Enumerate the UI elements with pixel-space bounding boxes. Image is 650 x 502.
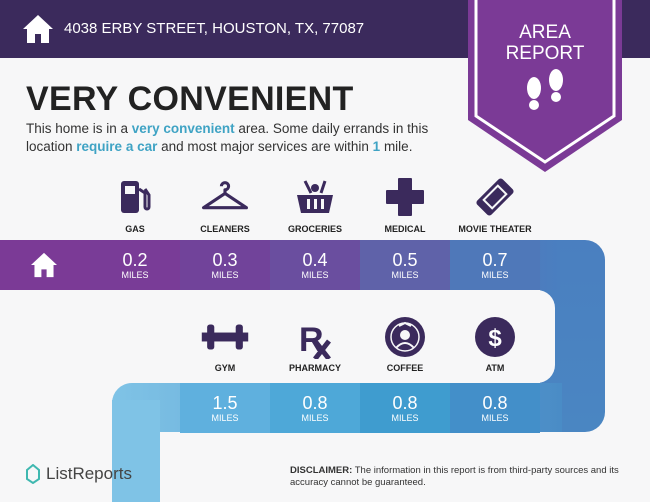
distance-value: 0.2 bbox=[122, 250, 148, 270]
grocery-basket-icon bbox=[290, 175, 340, 219]
category-label: GYM bbox=[214, 363, 236, 373]
footprints-icon bbox=[527, 69, 563, 110]
category-label: MOVIE THEATER bbox=[458, 224, 532, 234]
distance-unit: MILES bbox=[301, 270, 329, 280]
distance-value: 0.4 bbox=[302, 250, 328, 270]
distance-value: 0.3 bbox=[212, 250, 238, 270]
distance-cell: 0.2 MILES bbox=[90, 240, 180, 290]
ticket-icon bbox=[470, 175, 520, 219]
area-report-badge bbox=[468, 0, 622, 172]
distance-unit: MILES bbox=[301, 413, 329, 423]
distance-cell: 0.8 MILES bbox=[360, 383, 450, 433]
distance-unit: MILES bbox=[211, 413, 239, 423]
dumbbell-icon bbox=[200, 315, 250, 359]
disclaimer: DISCLAIMER: The information in this repo… bbox=[290, 465, 619, 488]
distance-unit: MILES bbox=[211, 270, 239, 280]
category-label: GROCERIES bbox=[287, 224, 342, 234]
distance-cell: 0.8 MILES bbox=[450, 383, 540, 433]
badge-line2: REPORT bbox=[505, 43, 585, 64]
distance-value: 0.5 bbox=[392, 250, 418, 270]
distance-unit: MILES bbox=[481, 270, 509, 280]
listreports-logo: ListReports bbox=[24, 464, 132, 484]
gas-pump-icon bbox=[110, 175, 160, 219]
home-icon bbox=[31, 252, 57, 278]
distance-unit: MILES bbox=[391, 413, 419, 423]
category-label: ATM bbox=[485, 363, 505, 373]
distance-unit: MILES bbox=[481, 413, 509, 423]
category-label: PHARMACY bbox=[288, 363, 341, 373]
category-label: CLEANERS bbox=[200, 224, 250, 234]
home-icon bbox=[23, 15, 53, 43]
distance-cell: 0.5 MILES bbox=[360, 240, 450, 290]
distance-cell: 0.4 MILES bbox=[270, 240, 360, 290]
distance-value: 1.5 bbox=[212, 393, 238, 413]
distance-unit: MILES bbox=[121, 270, 149, 280]
badge-line1: AREA bbox=[519, 22, 571, 43]
svg-text:$: $ bbox=[488, 325, 502, 352]
description: This home is in a very convenient area. … bbox=[26, 121, 429, 154]
distance-cell: 0.8 MILES bbox=[270, 383, 360, 433]
distance-value: 0.8 bbox=[302, 393, 328, 413]
category-label: GAS bbox=[125, 224, 145, 234]
distance-cell: 0.7 MILES bbox=[450, 240, 540, 290]
category-label: COFFEE bbox=[386, 363, 424, 373]
distance-value: 0.8 bbox=[392, 393, 418, 413]
distance-value: 0.8 bbox=[482, 393, 508, 413]
listreports-logo-icon bbox=[26, 464, 40, 484]
coffee-logo-icon bbox=[380, 315, 430, 359]
distance-cell: 1.5 MILES bbox=[180, 383, 270, 433]
hanger-icon bbox=[200, 175, 250, 219]
rx-icon: R bbox=[290, 315, 340, 359]
category-label: MEDICAL bbox=[384, 224, 426, 234]
page-title: VERY CONVENIENT bbox=[26, 80, 354, 118]
dollar-icon: $ bbox=[470, 315, 520, 359]
path-left-vertical bbox=[112, 400, 160, 502]
distance-value: 0.7 bbox=[482, 250, 508, 270]
distance-cell: 0.3 MILES bbox=[180, 240, 270, 290]
medical-cross-icon bbox=[380, 175, 430, 219]
distance-unit: MILES bbox=[391, 270, 419, 280]
address: 4038 ERBY STREET, HOUSTON, TX, 77087 bbox=[64, 20, 365, 37]
